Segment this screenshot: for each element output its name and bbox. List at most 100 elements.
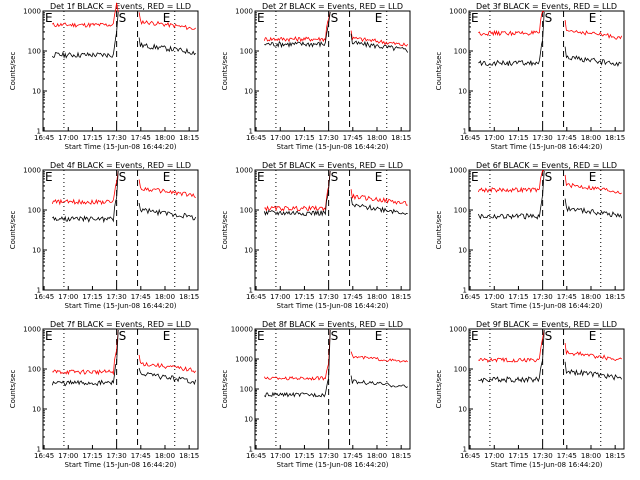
detector-panel: Det 6f BLACK = Events, RED = LLD 1 10 100 10… [435,161,625,310]
detector-panel: Det 8f BLACK = Events, RED = LLD 1 10 100 10… [221,320,411,469]
panel-title: Det 8f BLACK = Events, RED = LLD [262,320,403,329]
y-tick-label: 10 [458,406,467,414]
detector-panel: Det 2f BLACK = Events, RED = LLD 1 10 100 10… [221,2,411,151]
x-tick-label: 17:15 [82,293,102,301]
x-tick-label: 17:00 [270,452,290,460]
lld-series-pre-saa [264,170,331,212]
y-axis-label: Counts/sec [221,52,229,91]
x-tick-label: 18:00 [155,293,175,301]
eclipse-end-marker: E [589,170,597,184]
panel-title: Det 6f BLACK = Events, RED = LLD [476,161,617,170]
y-tick-label: 1 [249,128,253,136]
x-tick-label: 18:15 [179,452,199,460]
panel-title: Det 7f BLACK = Events, RED = LLD [50,320,191,329]
events-series-pre-saa [477,170,545,220]
panel-frame [42,169,199,291]
x-tick-label: 17:30 [107,134,127,142]
detector-panel: Det 7f BLACK = Events, RED = LLD 1 10 100 10… [9,320,199,469]
detector-panel: Det 5f BLACK = Events, RED = LLD 1 10 100 10… [221,161,411,310]
x-tick-label: 17:30 [533,452,553,460]
y-tick-label: 1000 [23,8,41,16]
x-tick-label: 17:45 [131,293,151,301]
x-tick-label: 17:30 [319,293,339,301]
x-tick-label: 18:15 [179,293,199,301]
y-tick-label: 100 [28,207,41,215]
y-axis-label: Counts/sec [9,211,17,250]
x-tick-label: 18:15 [391,452,411,460]
eclipse-end-marker: E [163,11,171,25]
x-tick-label: 18:00 [581,134,601,142]
eclipse-start-marker: E [257,11,265,25]
x-tick-label: 16:45 [34,452,54,460]
y-axis-label: Counts/sec [9,52,17,91]
events-series-post-saa [138,203,197,221]
x-tick-label: 17:45 [131,452,151,460]
lld-series-post-saa [564,174,622,195]
events-series-pre-saa [478,11,545,67]
y-axis-label: Counts/sec [221,211,229,250]
x-tick-label: 17:45 [557,293,577,301]
x-tick-label: 17:00 [484,134,504,142]
y-tick-label: 100 [240,386,253,394]
y-tick-label: 1000 [23,326,41,334]
y-tick-label: 1000 [235,8,253,16]
lld-series-pre-saa [263,11,331,43]
x-axis-label: Start Time (15-Jun-08 16:44:20) [491,143,603,151]
y-tick-label: 100 [240,48,253,56]
x-tick-label: 18:00 [155,134,175,142]
y-tick-label: 1000 [23,167,41,175]
x-tick-label: 17:00 [484,293,504,301]
x-tick-label: 17:30 [107,452,127,460]
saa-marker: S [119,11,127,25]
y-tick-label: 10 [244,88,253,96]
panel-title: Det 2f BLACK = Events, RED = LLD [262,2,403,11]
x-tick-label: 18:00 [581,293,601,301]
saa-marker: S [331,11,339,25]
y-tick-label: 100 [454,207,467,215]
y-tick-label: 10 [244,247,253,255]
events-series-post-saa [350,197,408,216]
x-tick-label: 17:15 [294,452,314,460]
eclipse-start-marker: E [45,329,53,343]
y-tick-label: 1 [463,446,467,454]
x-tick-label: 17:00 [270,134,290,142]
eclipse-end-marker: E [163,170,171,184]
saa-marker: S [545,170,553,184]
y-tick-label: 1000 [449,326,467,334]
y-tick-label: 1000 [235,167,253,175]
panel-frame [42,328,199,450]
eclipse-start-marker: E [257,170,265,184]
y-axis-label: Counts/sec [221,370,229,409]
x-tick-label: 17:30 [533,134,553,142]
events-series-pre-saa [478,329,545,384]
lld-series-post-saa [138,179,196,198]
x-tick-label: 18:00 [367,134,387,142]
x-tick-label: 17:15 [508,452,528,460]
y-tick-label: 10 [458,247,467,255]
y-tick-label: 1 [37,128,41,136]
x-tick-label: 17:45 [343,134,363,142]
lld-series-pre-saa [52,2,119,29]
x-tick-label: 17:00 [58,293,78,301]
lld-series-pre-saa [477,169,545,194]
x-tick-label: 17:45 [343,293,363,301]
lld-series-pre-saa [478,329,545,363]
y-tick-label: 1000 [449,167,467,175]
events-series-pre-saa [52,11,119,59]
y-axis-label: Counts/sec [435,52,443,91]
events-series-pre-saa [51,329,119,387]
panel-frame [254,10,411,132]
x-tick-label: 16:45 [460,452,480,460]
y-tick-label: 10000 [231,326,253,334]
eclipse-start-marker: E [45,170,53,184]
saa-marker: S [545,11,553,25]
x-tick-label: 16:45 [34,134,54,142]
saa-marker: S [119,170,127,184]
lld-series-pre-saa [52,329,119,376]
x-tick-label: 17:00 [58,134,78,142]
lld-series-post-saa [564,20,623,40]
y-tick-label: 10 [458,88,467,96]
y-tick-label: 1000 [449,8,467,16]
x-tick-label: 17:15 [508,134,528,142]
